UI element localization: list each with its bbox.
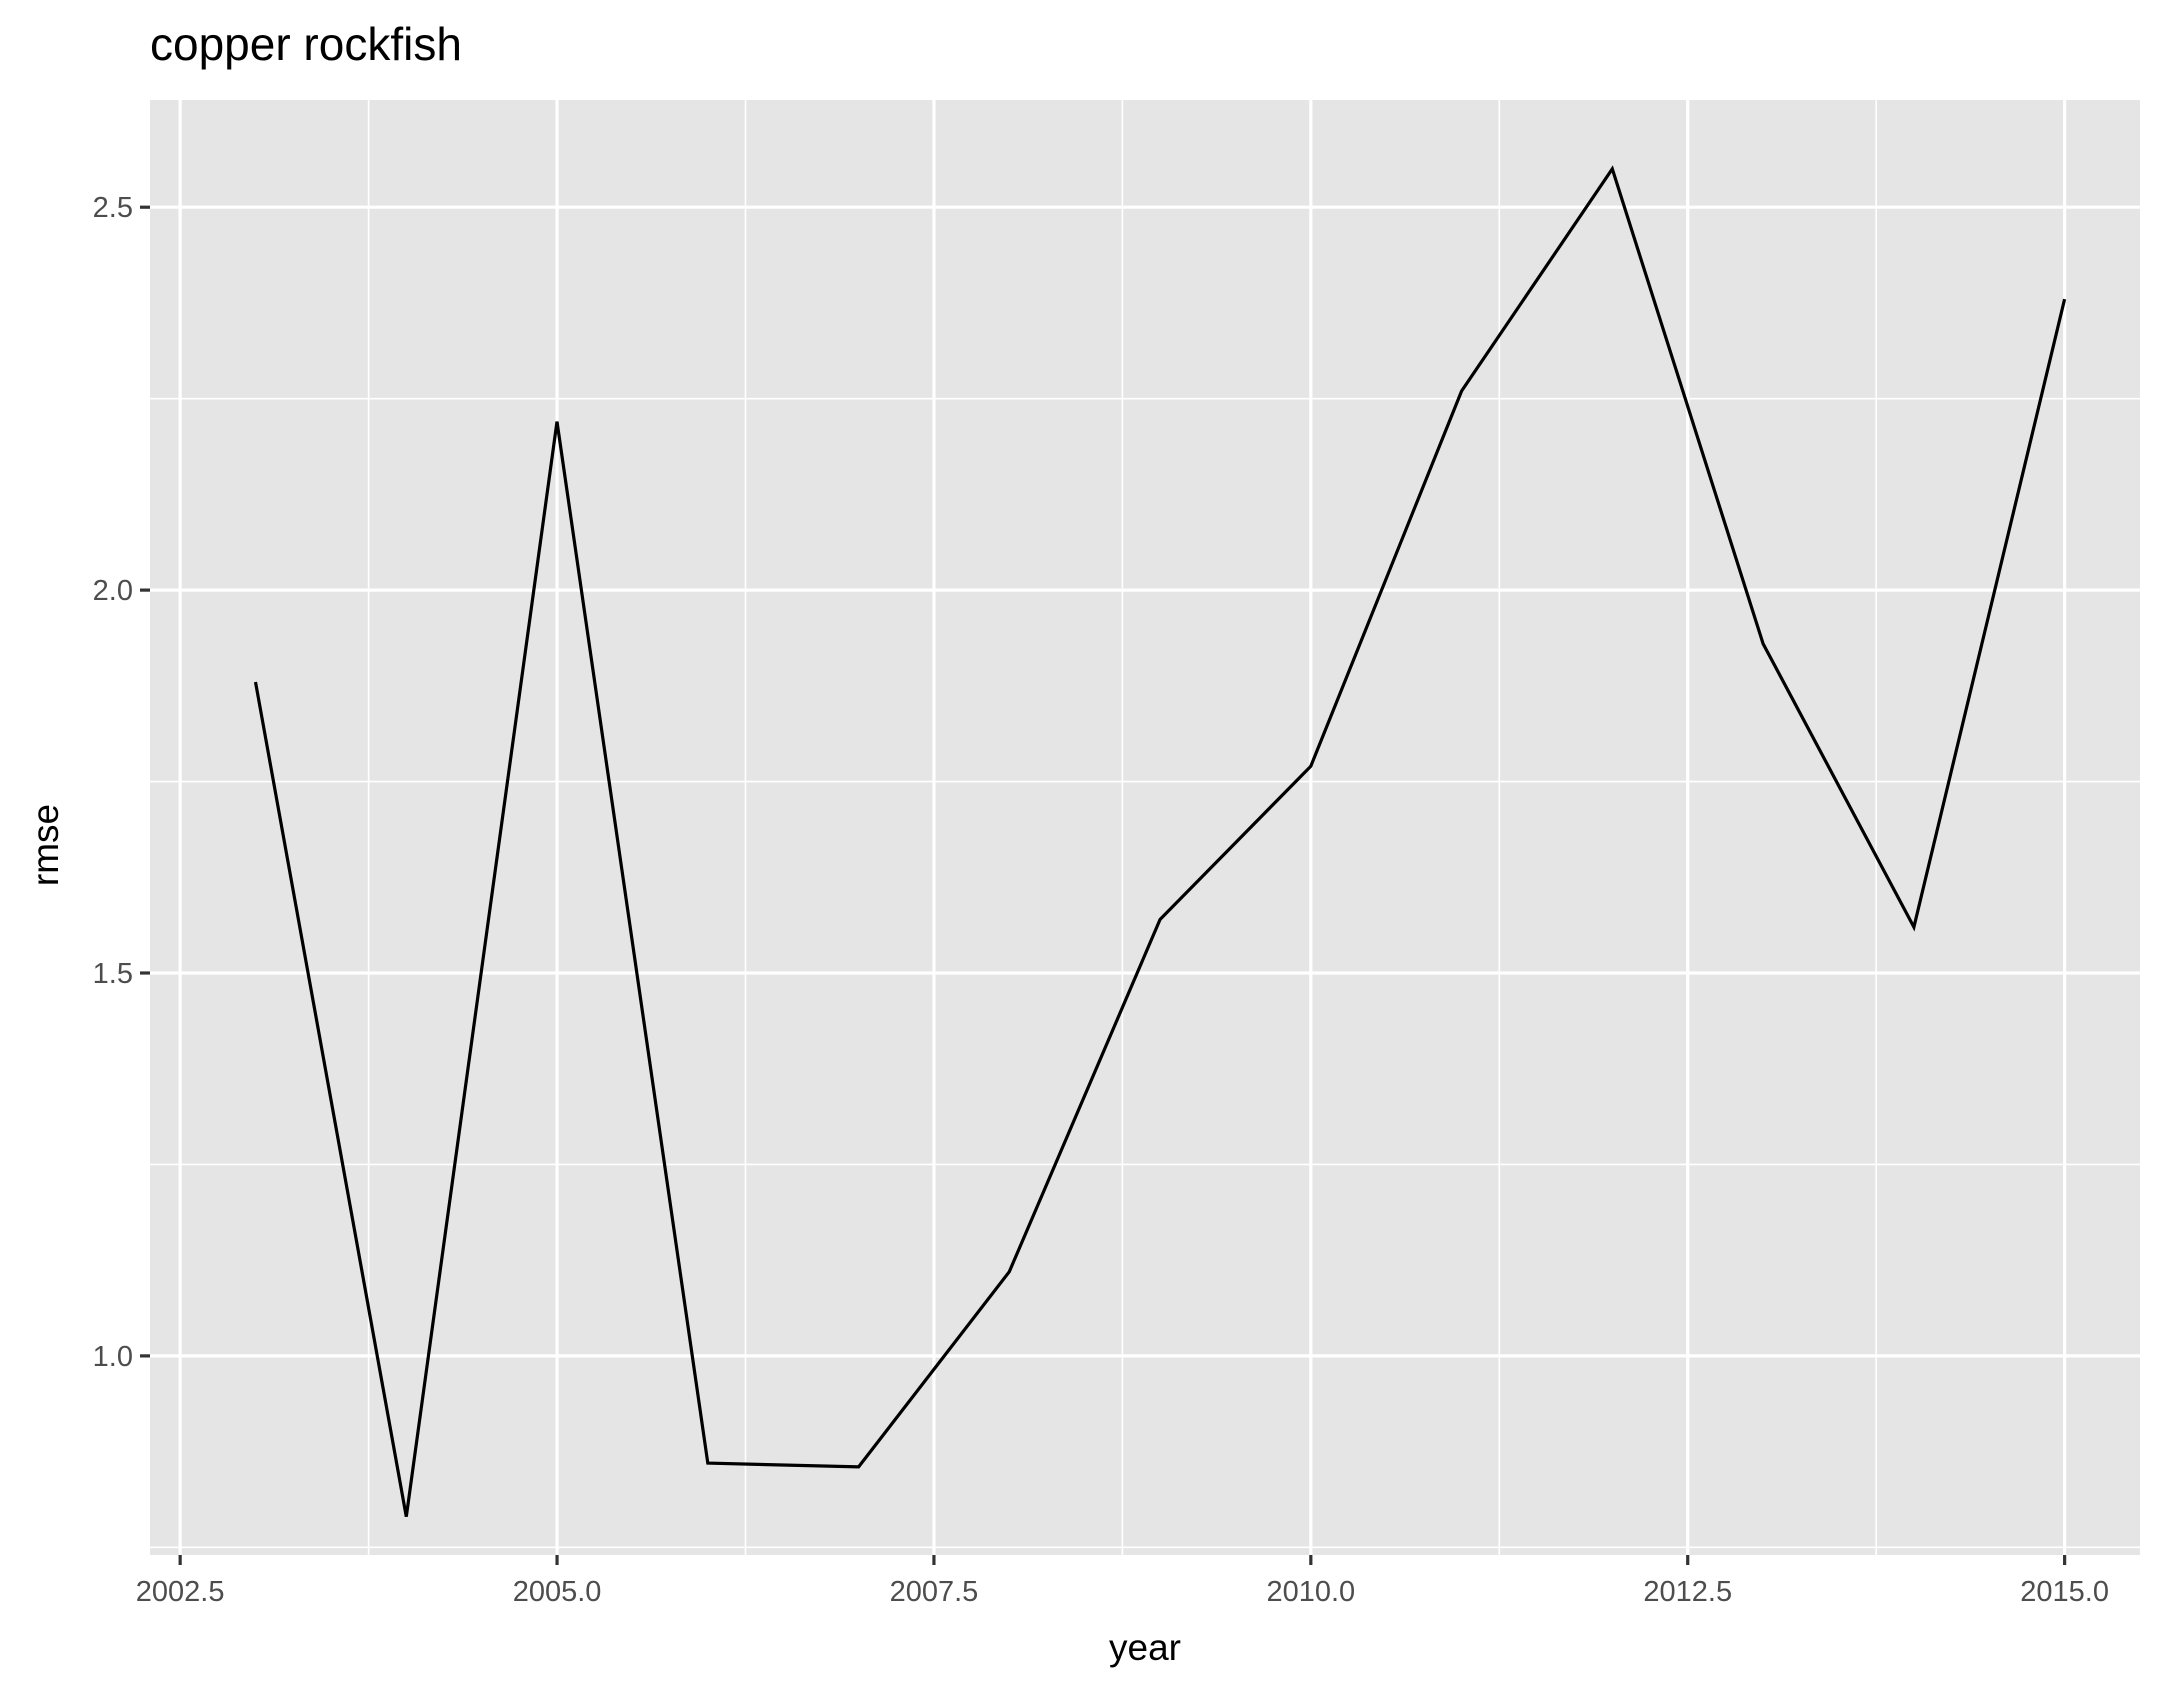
plot-panel xyxy=(150,100,2140,1555)
y-tick-label: 2.5 xyxy=(93,192,133,224)
y-tick-label: 1.5 xyxy=(93,958,133,990)
x-axis-title: year xyxy=(1109,1627,1181,1668)
x-tick-label: 2010.0 xyxy=(1266,1576,1355,1608)
y-tick-label: 1.0 xyxy=(93,1341,133,1373)
series-line xyxy=(253,165,2067,1517)
panel-background xyxy=(150,100,2140,1555)
x-tick-label: 2012.5 xyxy=(1643,1576,1732,1608)
x-axis: 2002.5 2005.0 2007.5 2010.0 2012.5 2015.0 xyxy=(136,1555,2109,1608)
series-group xyxy=(253,165,2067,1517)
y-axis-title: rmse xyxy=(25,804,66,886)
x-tick-label: 2005.0 xyxy=(513,1576,602,1608)
x-tick-label: 2007.5 xyxy=(890,1576,979,1608)
y-axis: 1.0 1.5 2.0 2.5 xyxy=(93,192,150,1373)
gridlines xyxy=(150,100,2140,1555)
x-tick-label: 2002.5 xyxy=(136,1576,225,1608)
x-tick-label: 2015.0 xyxy=(2020,1576,2109,1608)
y-tick-label: 2.0 xyxy=(93,575,133,607)
chart-title: copper rockfish xyxy=(150,18,462,70)
